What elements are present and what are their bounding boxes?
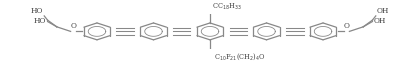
Text: CC$_{18}$H$_{33}$: CC$_{18}$H$_{33}$ xyxy=(212,2,242,12)
Text: HO: HO xyxy=(34,17,46,25)
Text: O: O xyxy=(344,22,350,30)
Text: O: O xyxy=(70,22,76,30)
Text: OH: OH xyxy=(377,7,389,15)
Text: C$_{10}$F$_{21}$(CH$_2$)$_4$O: C$_{10}$F$_{21}$(CH$_2$)$_4$O xyxy=(214,51,266,61)
Text: OH: OH xyxy=(374,17,386,25)
Text: HO: HO xyxy=(31,7,43,15)
